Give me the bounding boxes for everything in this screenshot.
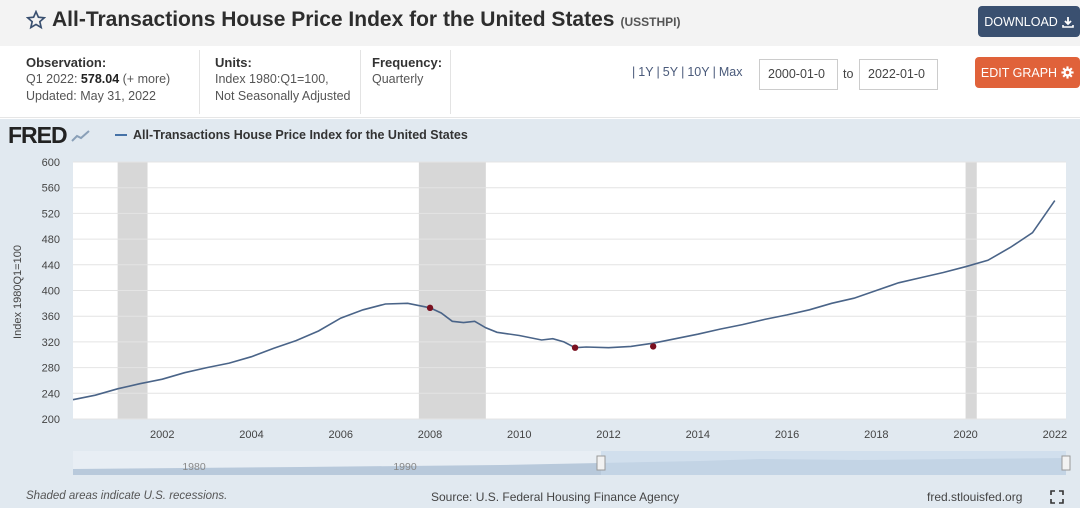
units-block: Units: Index 1980:Q1=100, Not Seasonally… bbox=[215, 54, 351, 105]
frequency-label: Frequency: bbox=[372, 55, 443, 70]
fred-graph-icon bbox=[69, 128, 92, 144]
x-tick-label: 2010 bbox=[507, 429, 531, 441]
x-tick-label: 2002 bbox=[150, 429, 174, 441]
highlight-point bbox=[571, 344, 579, 351]
y-tick-label: 200 bbox=[42, 414, 60, 426]
range-5y-link[interactable]: 5Y bbox=[662, 65, 679, 79]
x-tick-label: 2008 bbox=[418, 429, 442, 441]
x-tick-label: 2018 bbox=[864, 429, 888, 441]
observation-value: 578.04 bbox=[80, 72, 120, 86]
start-date-input[interactable]: 2000-01-0 bbox=[759, 59, 838, 90]
y-tick-label: 520 bbox=[42, 208, 60, 220]
navigator-label-1980: 1980 bbox=[182, 461, 206, 473]
updated-date: Updated: May 31, 2022 bbox=[26, 89, 156, 103]
units-line-1: Index 1980:Q1=100, bbox=[215, 72, 329, 86]
series-id: (USSTHPI) bbox=[620, 15, 681, 29]
units-line-2: Not Seasonally Adjusted bbox=[215, 89, 351, 103]
observation-label: Observation: bbox=[26, 55, 107, 70]
y-tick-label: 240 bbox=[42, 388, 60, 400]
divider bbox=[199, 50, 200, 114]
download-button[interactable]: DOWNLOAD bbox=[978, 6, 1080, 37]
frequency-block: Frequency: Quarterly bbox=[372, 54, 442, 88]
edit-graph-label: EDIT GRAPH bbox=[980, 65, 1058, 80]
y-axis-label: Index 1980Q1=100 bbox=[12, 245, 24, 339]
x-tick-label: 2006 bbox=[329, 429, 353, 441]
range-10y-link[interactable]: 10Y bbox=[687, 65, 710, 79]
download-icon bbox=[1062, 16, 1074, 28]
recession-note: Shaded areas indicate U.S. recessions. bbox=[26, 490, 228, 502]
series-meta: Observation: Q1 2022: 578.04 (+ more) Up… bbox=[0, 46, 1080, 118]
fred-logo-text: FRED bbox=[8, 122, 68, 148]
highlight-point bbox=[649, 343, 657, 350]
navigator-right-handle[interactable] bbox=[1061, 455, 1071, 471]
range-1y-link[interactable]: 1Y bbox=[638, 65, 654, 79]
x-tick-label: 2022 bbox=[1043, 429, 1067, 441]
highlight-point bbox=[426, 304, 434, 312]
range-links: | 1Y | 5Y | 10Y | Max bbox=[632, 65, 745, 79]
fullscreen-icon[interactable] bbox=[1050, 490, 1064, 504]
star-icon[interactable] bbox=[26, 10, 46, 30]
to-label: to bbox=[843, 67, 854, 81]
more-observations-link[interactable]: (+ more) bbox=[122, 72, 171, 86]
x-tick-label: 2004 bbox=[239, 429, 263, 441]
y-tick-label: 400 bbox=[42, 286, 60, 298]
frequency-value: Quarterly bbox=[372, 72, 424, 86]
y-tick-label: 320 bbox=[42, 337, 60, 349]
gear-icon bbox=[1061, 66, 1074, 79]
source-note: Source: U.S. Federal Housing Finance Age… bbox=[431, 490, 680, 504]
y-tick-label: 440 bbox=[42, 260, 60, 272]
range-navigator[interactable]: 1980 1990 bbox=[73, 451, 1071, 475]
observation-period: Q1 2022: bbox=[26, 72, 78, 86]
fred-logo: FRED bbox=[8, 122, 92, 149]
units-label: Units: bbox=[215, 55, 252, 70]
series-title: All-Transactions House Price Index for t… bbox=[52, 8, 615, 31]
x-tick-label: 2014 bbox=[686, 429, 710, 441]
series-line bbox=[72, 200, 1056, 401]
page-title: All-Transactions House Price Index for t… bbox=[52, 8, 680, 32]
x-tick-label: 2012 bbox=[596, 429, 620, 441]
divider bbox=[360, 50, 361, 114]
y-tick-label: 480 bbox=[42, 234, 60, 246]
navigator-left-handle[interactable] bbox=[596, 455, 606, 471]
navigator-selection bbox=[601, 451, 1066, 475]
download-label: DOWNLOAD bbox=[984, 14, 1058, 29]
x-tick-label: 2020 bbox=[953, 429, 977, 441]
fred-site-link[interactable]: fred.stlouisfed.org bbox=[927, 490, 1023, 504]
y-tick-label: 600 bbox=[42, 157, 60, 169]
x-tick-label: 2016 bbox=[775, 429, 799, 441]
page-header: All-Transactions House Price Index for t… bbox=[0, 0, 1080, 46]
range-max-link[interactable]: Max bbox=[718, 65, 743, 79]
chart-legend: All-Transactions House Price Index for t… bbox=[115, 128, 468, 142]
observation-block: Observation: Q1 2022: 578.04 (+ more) Up… bbox=[26, 54, 170, 105]
y-tick-label: 560 bbox=[42, 183, 60, 195]
y-tick-label: 280 bbox=[42, 363, 60, 375]
edit-graph-button[interactable]: EDIT GRAPH bbox=[975, 57, 1080, 88]
end-date-input[interactable]: 2022-01-0 bbox=[859, 59, 938, 90]
legend-swatch bbox=[115, 134, 127, 136]
y-tick-label: 360 bbox=[42, 311, 60, 323]
legend-label: All-Transactions House Price Index for t… bbox=[133, 128, 468, 142]
price-index-chart: 200 240 280 320 360 400 440 480 520 560 600 2002 20… bbox=[12, 157, 1071, 475]
navigator-label-1990: 1990 bbox=[393, 461, 417, 473]
divider bbox=[450, 50, 451, 114]
